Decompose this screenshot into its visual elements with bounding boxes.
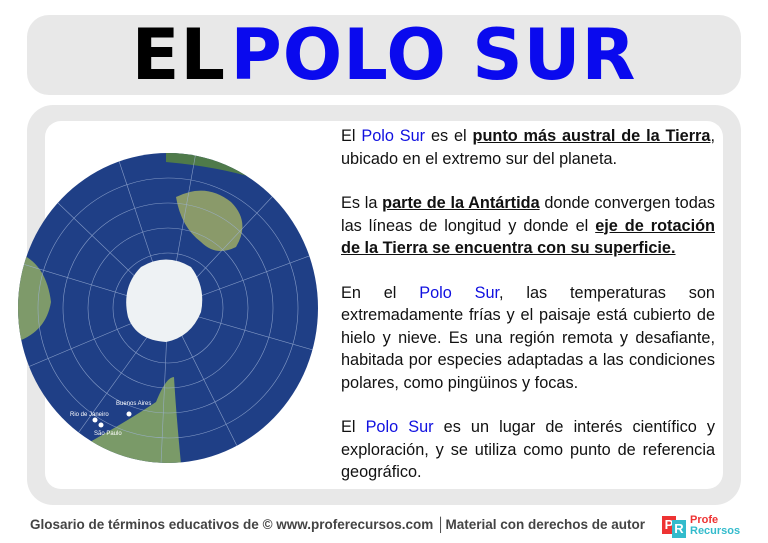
text: El [341,418,366,436]
paragraph-4: El Polo Sur es un lugar de interés cient… [341,416,715,484]
antarctica-shape [126,259,203,342]
description-text: El Polo Sur es el punto más austral de l… [341,125,715,506]
text: , las temperaturas son extremadamente fr… [341,283,715,392]
title-polo-sur: POLO SUR [230,14,637,96]
title-banner: EL POLO SUR [27,15,741,95]
text: es un lugar de interés científico y expl… [341,418,715,481]
text: es el [425,127,473,145]
highlight: Polo Sur [365,418,434,436]
south-pole-map: Buenos Aires Rio de Janeiro São Paulo [18,153,318,463]
text: , ubicado en el extremo sur del planeta. [341,127,715,168]
highlight: Polo Sur [361,127,426,145]
paragraph-3: En el Polo Sur, las temperaturas son ext… [341,282,715,395]
paragraph-2: Es la parte de la Antártida donde conver… [341,192,715,260]
text: El [341,127,362,145]
label-sao-paulo: São Paulo [94,431,122,437]
text: Es la [341,194,383,212]
highlight: Polo Sur [419,283,500,302]
south-america-shape [81,377,181,463]
text: En el [341,283,420,302]
paragraph-1: El Polo Sur es el punto más austral de l… [341,125,715,170]
underlined: parte de la Antártida [382,194,540,212]
label-rio: Rio de Janeiro [70,412,109,418]
logo-r: R [672,520,686,538]
footer-credit: Glosario de términos educativos de © www… [30,517,646,532]
label-buenos-aires: Buenos Aires [116,401,151,407]
text: donde convergen todas las líneas de long… [341,194,715,235]
logo-line2: Recursos [690,525,741,537]
profe-recursos-logo: P R Profe Recursos [662,514,742,538]
underlined: punto más austral de la Tierra [472,127,711,145]
title-el: EL [131,14,226,96]
underlined: eje de rotación de la Tierra se encuentr… [341,216,715,258]
logo-line1: Profe [690,514,719,526]
